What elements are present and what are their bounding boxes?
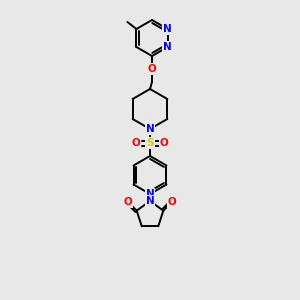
Text: O: O: [132, 138, 140, 148]
Text: N: N: [146, 196, 154, 206]
Text: O: O: [148, 64, 156, 74]
Text: N: N: [146, 189, 154, 199]
Text: N: N: [163, 42, 172, 52]
Text: S: S: [146, 138, 154, 148]
Text: O: O: [123, 197, 132, 207]
Text: O: O: [160, 138, 168, 148]
Text: O: O: [168, 197, 177, 207]
Text: N: N: [146, 124, 154, 134]
Text: N: N: [163, 24, 172, 34]
